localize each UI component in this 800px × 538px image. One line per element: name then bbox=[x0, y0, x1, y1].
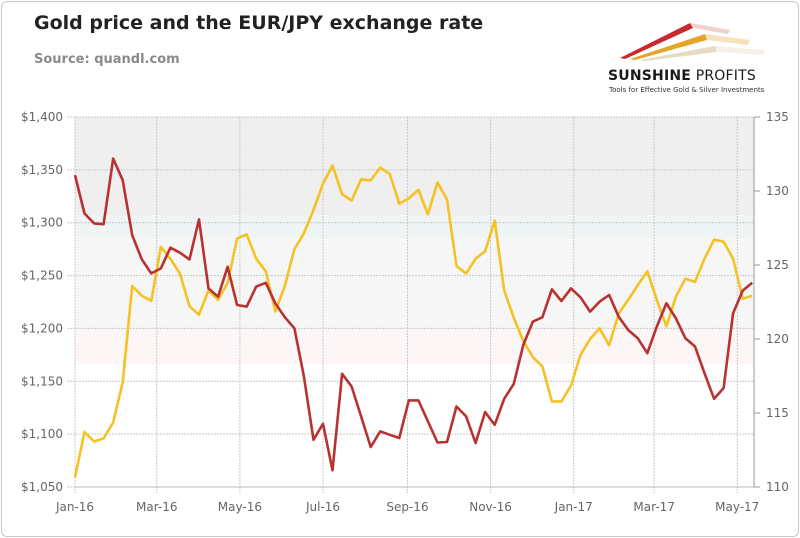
left-axis-tick-label: $1,400 bbox=[21, 110, 63, 124]
x-axis-tick-label: Jul-16 bbox=[305, 500, 340, 514]
background-band bbox=[75, 215, 754, 239]
background-band bbox=[75, 238, 754, 330]
x-axis-tick-label: May-16 bbox=[218, 500, 262, 514]
x-axis-tick-label: May-17 bbox=[715, 500, 759, 514]
sunshine-profits-logo: SUNSHINE PROFITS Tools for Effective Gol… bbox=[600, 18, 770, 98]
x-axis-tick-label: Jan-17 bbox=[554, 500, 593, 514]
logo-tagline: Tools for Effective Gold & Silver Invest… bbox=[609, 86, 765, 94]
left-axis-tick-label: $1,100 bbox=[21, 427, 63, 441]
right-axis-tick-label: 110 bbox=[766, 480, 789, 494]
gold-price-line bbox=[73, 164, 753, 478]
left-axis-tick-label: $1,150 bbox=[21, 374, 63, 388]
left-axis-tick-label: $1,200 bbox=[21, 321, 63, 335]
left-axis-tick-label: $1,300 bbox=[21, 216, 63, 230]
chart-source: Source: quandl.com bbox=[34, 52, 180, 67]
left-axis-tick-label: $1,250 bbox=[21, 269, 63, 283]
x-axis-tick-label: Mar-17 bbox=[633, 500, 674, 514]
right-axis-tick-label: 115 bbox=[766, 406, 789, 420]
x-axis-tick-label: Mar-16 bbox=[136, 500, 177, 514]
x-axis-tick-label: Sep-16 bbox=[386, 500, 428, 514]
background-band bbox=[75, 117, 754, 216]
right-axis-tick-label: 135 bbox=[766, 110, 789, 124]
background-band bbox=[75, 329, 754, 365]
right-axis-tick-label: 120 bbox=[766, 332, 789, 346]
logo-rays-icon bbox=[620, 23, 765, 61]
chart-title: Gold price and the EUR/JPY exchange rate bbox=[34, 12, 484, 34]
right-axis-tick-label: 130 bbox=[766, 184, 789, 198]
logo-name: SUNSHINE PROFITS bbox=[608, 68, 756, 84]
eur-jpy-line bbox=[73, 157, 754, 472]
left-axis-tick-label: $1,050 bbox=[21, 480, 63, 494]
right-axis-tick-label: 125 bbox=[766, 258, 789, 272]
x-axis-tick-label: Jan-16 bbox=[55, 500, 94, 514]
x-axis-tick-label: Nov-16 bbox=[469, 500, 512, 514]
left-axis-tick-label: $1,350 bbox=[21, 163, 63, 177]
